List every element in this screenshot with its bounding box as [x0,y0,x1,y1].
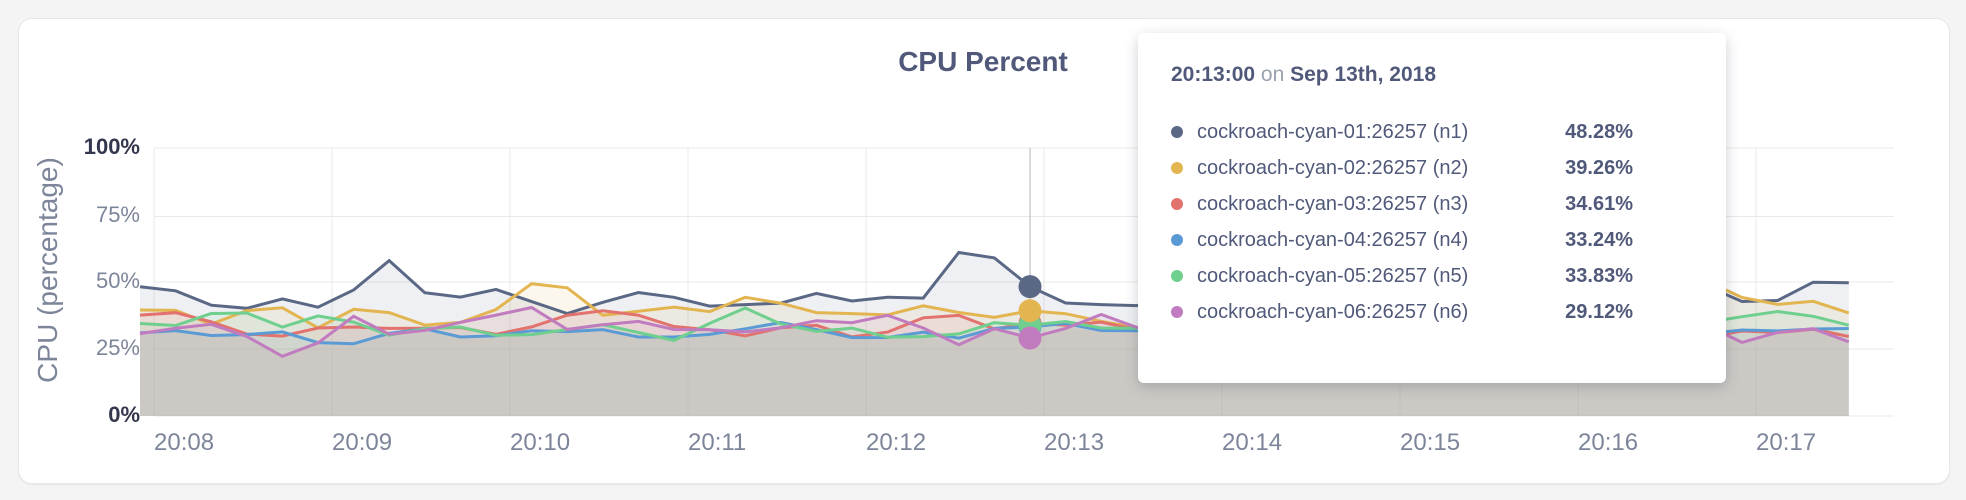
svg-text:0%: 0% [108,402,140,427]
svg-text:20:13: 20:13 [1044,429,1104,456]
svg-text:20:12: 20:12 [866,429,926,456]
svg-text:50%: 50% [96,268,140,293]
svg-text:75%: 75% [96,202,140,227]
svg-text:20:16: 20:16 [1578,429,1638,456]
svg-text:100%: 100% [84,134,140,159]
svg-text:20:17: 20:17 [1756,429,1816,456]
svg-text:20:15: 20:15 [1400,429,1460,456]
svg-text:20:11: 20:11 [688,429,746,456]
svg-text:20:14: 20:14 [1222,429,1282,456]
svg-text:20:08: 20:08 [154,429,214,456]
svg-text:20:09: 20:09 [332,429,392,456]
svg-text:20:10: 20:10 [510,429,570,456]
svg-text:25%: 25% [96,335,140,360]
